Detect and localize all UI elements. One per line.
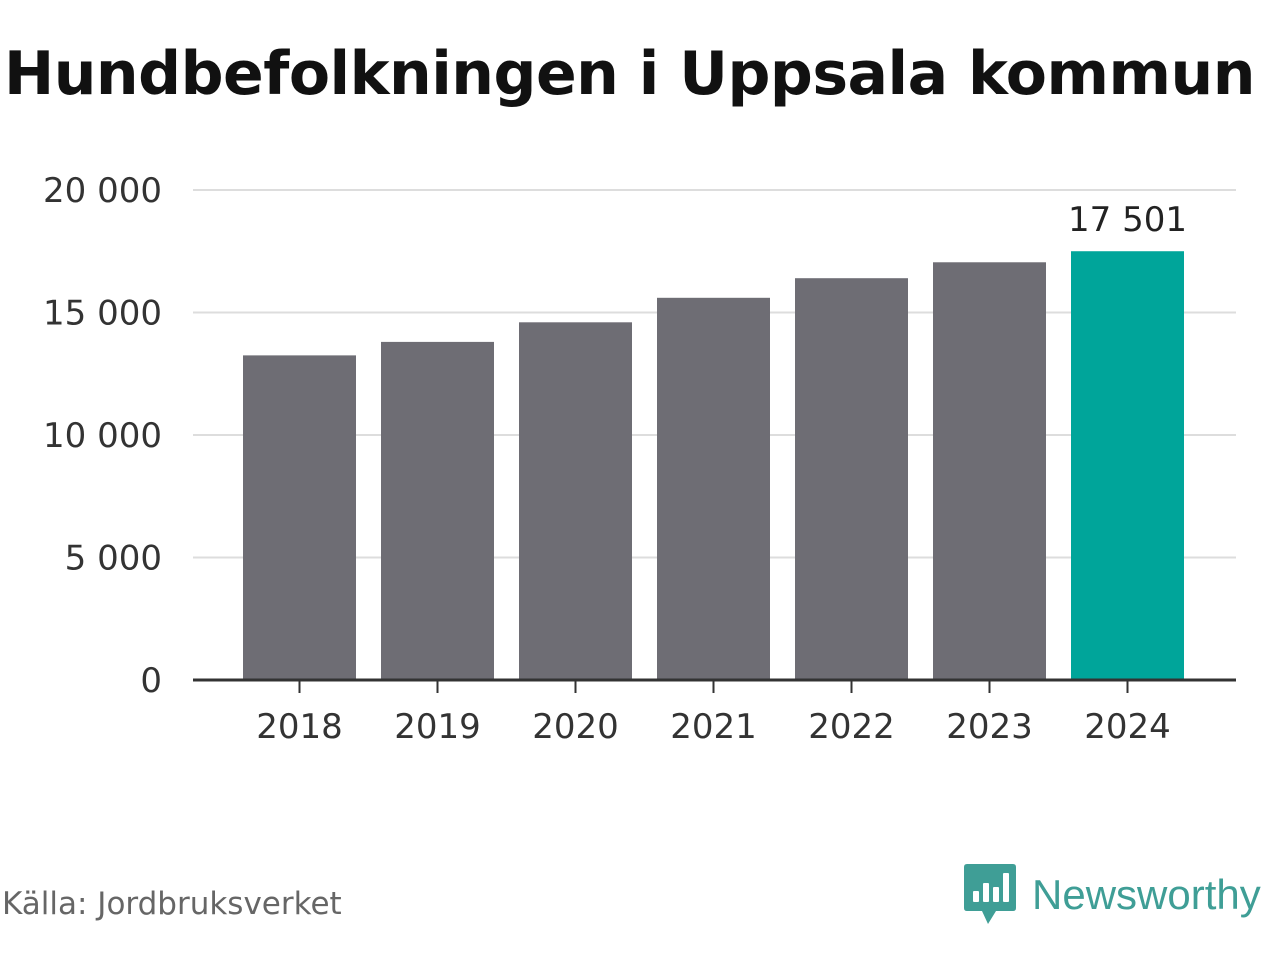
source-note: Källa: Jordbruksverket	[2, 886, 342, 922]
chart-title: Hundbefolkningen i Uppsala kommun	[4, 39, 1255, 109]
bar	[795, 278, 908, 680]
x-tick-label: 2019	[394, 707, 481, 747]
bar	[657, 297, 770, 680]
x-tick-label: 2023	[946, 707, 1033, 747]
bars	[243, 251, 1184, 680]
y-tick-label: 5 000	[65, 539, 162, 579]
x-axis-tick-labels: 2018 2019 2020 2021 2022 2023 2024	[256, 707, 1171, 747]
brand-name: Newsworthy	[1032, 871, 1261, 918]
bar	[381, 341, 494, 680]
x-tick-label: 2022	[808, 707, 895, 747]
bar	[933, 262, 1046, 680]
highlight-bar	[1071, 251, 1184, 680]
x-tick-label: 2018	[256, 707, 343, 747]
bar	[243, 355, 356, 680]
data-labels: 17 501	[1068, 200, 1187, 240]
x-tick-label: 2020	[532, 707, 619, 747]
brand-logo: Newsworthy	[964, 864, 1261, 926]
y-axis-tick-labels: 0 5 000 10 000 15 000 20 000	[43, 171, 162, 701]
y-tick-label: 20 000	[43, 171, 162, 211]
y-tick-label: 15 000	[43, 294, 162, 334]
y-tick-label: 0	[140, 661, 162, 701]
y-tick-label: 10 000	[43, 416, 162, 456]
bar-chart: 0 5 000 10 000 15 000 20 000 2018 2019 2020 202…	[43, 171, 1236, 747]
bar	[519, 322, 632, 680]
x-tick-label: 2024	[1084, 707, 1171, 747]
x-axis	[193, 678, 1236, 693]
data-label: 17 501	[1068, 200, 1187, 240]
x-tick-label: 2021	[670, 707, 757, 747]
newsworthy-logo-icon	[964, 864, 1016, 924]
